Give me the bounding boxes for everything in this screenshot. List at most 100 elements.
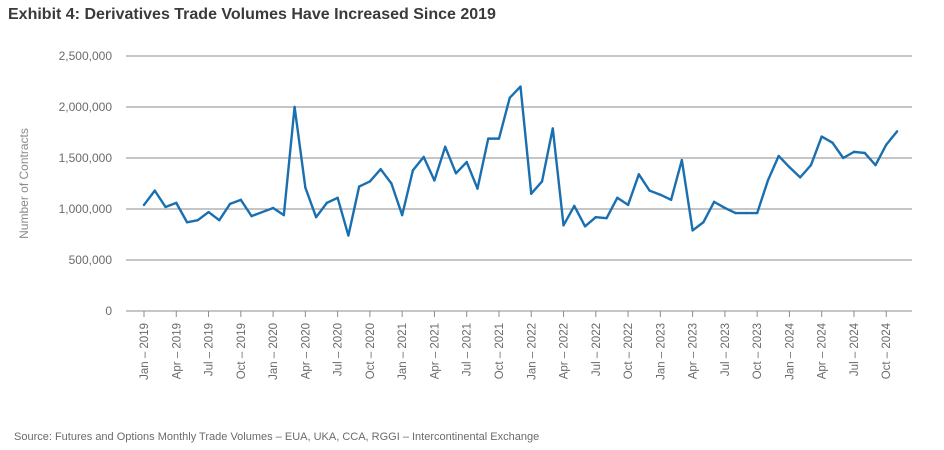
data-point	[669, 198, 673, 202]
x-tick-label: Jan – 2022	[526, 323, 538, 380]
data-point	[788, 165, 791, 169]
data-point	[842, 156, 845, 160]
source-note: Source: Futures and Options Monthly Trad…	[14, 431, 540, 443]
x-tick-label: Oct – 2019	[236, 323, 248, 379]
data-point	[153, 189, 156, 192]
data-point	[734, 211, 737, 215]
data-point	[863, 151, 866, 155]
data-point	[293, 105, 296, 109]
data-point	[207, 210, 210, 214]
y-tick-label: 0	[105, 304, 112, 318]
data-point	[573, 204, 576, 208]
data-point	[508, 96, 511, 100]
x-tick-label: Jul – 2019	[204, 323, 216, 376]
data-point	[809, 163, 813, 167]
data-point	[583, 225, 587, 228]
data-point	[433, 179, 436, 182]
x-tick-label: Jul – 2022	[591, 323, 603, 376]
data-point	[530, 192, 533, 195]
data-point	[142, 203, 146, 207]
data-point	[519, 85, 522, 88]
y-tick-label: 1,500,000	[59, 151, 113, 165]
data-point	[390, 182, 393, 185]
data-point	[465, 160, 468, 164]
chart-title: Exhibit 4: Derivatives Trade Volumes Hav…	[8, 6, 496, 23]
data-point	[250, 214, 253, 218]
y-tick-label: 2,500,000	[59, 49, 113, 63]
data-point	[562, 224, 565, 227]
data-point	[336, 196, 339, 199]
data-point	[777, 154, 780, 158]
data-point	[368, 180, 372, 183]
x-tick-label: Apr – 2022	[559, 323, 571, 379]
data-point	[497, 137, 501, 140]
x-tick-label: Jan – 2024	[784, 322, 796, 380]
data-point	[831, 141, 834, 144]
data-point	[594, 215, 597, 219]
data-point	[616, 196, 619, 199]
x-tick-label: Jul – 2024	[849, 322, 861, 376]
data-point	[691, 229, 694, 232]
data-point	[895, 130, 899, 133]
data-point	[196, 219, 199, 222]
data-point	[551, 127, 554, 130]
data-point	[745, 211, 748, 215]
data-point	[282, 213, 286, 217]
data-point	[605, 216, 608, 220]
data-point	[185, 221, 189, 224]
x-tick-label: Apr – 2023	[688, 323, 700, 379]
data-point	[540, 180, 544, 183]
data-point	[755, 211, 759, 215]
data-point	[411, 169, 415, 172]
x-tick-label: Jan – 2019	[139, 323, 151, 380]
y-tick-label: 2,000,000	[59, 100, 113, 114]
data-point	[454, 172, 458, 175]
x-tick-label: Apr – 2021	[429, 323, 441, 379]
line-chart: 0 500,000 1,000,000 1,500,000 2,000,000 2,500…	[17, 49, 912, 380]
data-point	[487, 137, 490, 140]
data-point	[261, 210, 264, 214]
y-tick-label: 500,000	[69, 253, 113, 267]
data-point	[820, 135, 823, 138]
data-point	[228, 202, 232, 206]
data-point	[626, 203, 630, 207]
x-tick-label: Oct – 2021	[494, 323, 506, 379]
x-tick-label: Jul – 2023	[720, 323, 732, 376]
data-point	[766, 179, 770, 182]
data-point	[325, 201, 329, 205]
data-point	[885, 143, 888, 146]
data-point	[874, 163, 877, 167]
data-point	[400, 213, 404, 217]
data-point	[379, 168, 382, 171]
x-tick-label: Jul – 2021	[462, 323, 474, 376]
data-point	[422, 155, 425, 159]
data-point	[648, 189, 651, 192]
data-point	[852, 150, 856, 154]
data-point	[637, 173, 641, 176]
data-point	[712, 200, 716, 204]
y-tick-label: 1,000,000	[59, 202, 113, 216]
x-tick-label: Apr – 2020	[300, 323, 312, 379]
data-point	[347, 234, 350, 237]
y-axis-label: Number of Contracts	[17, 128, 31, 239]
data-point	[680, 158, 684, 162]
x-tick-label: Jan – 2020	[268, 323, 280, 380]
series-line	[142, 85, 899, 237]
x-tick-label: Oct – 2020	[365, 323, 377, 379]
data-point	[702, 221, 705, 224]
x-tick-label: Oct – 2024	[881, 322, 893, 379]
x-tick-label: Jul – 2020	[333, 323, 345, 376]
data-point	[314, 215, 318, 219]
x-tick-label: Oct – 2023	[752, 323, 764, 379]
data-point	[239, 198, 243, 202]
x-tick-label: Oct – 2022	[623, 323, 635, 379]
data-point	[723, 206, 727, 210]
data-point	[164, 205, 167, 209]
data-point	[218, 219, 221, 222]
data-point	[444, 145, 447, 148]
data-point	[357, 185, 361, 188]
data-point	[304, 186, 307, 189]
data-point	[659, 193, 662, 196]
data-point	[175, 201, 178, 205]
data-point	[798, 176, 802, 179]
